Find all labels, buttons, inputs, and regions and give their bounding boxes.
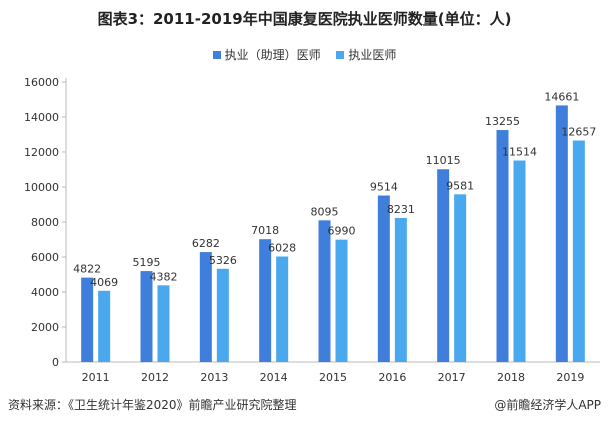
bar-series2-2019 <box>572 140 585 362</box>
bar-series1-2017 <box>437 169 450 362</box>
x-tick-label: 2016 <box>378 371 406 384</box>
y-tick-label: 0 <box>52 356 59 369</box>
y-tick-label: 2000 <box>31 321 59 334</box>
x-tick-label: 2013 <box>200 371 228 384</box>
bar-series2-2012 <box>157 285 170 362</box>
data-label-series1-2011: 4822 <box>73 263 101 276</box>
data-label-series2-2016: 8231 <box>387 203 415 216</box>
bar-series2-2014 <box>276 256 289 362</box>
data-label-series1-2019: 14661 <box>544 90 579 103</box>
y-tick-label: 12000 <box>24 146 59 159</box>
x-tick-label: 2019 <box>556 371 584 384</box>
data-label-series2-2015: 6990 <box>328 225 356 238</box>
data-label-series1-2016: 9514 <box>370 181 398 194</box>
bar-series1-2012 <box>140 271 153 362</box>
bar-series1-2019 <box>555 105 568 363</box>
data-label-series2-2011: 4069 <box>90 276 118 289</box>
data-label-series2-2017: 9581 <box>446 179 474 192</box>
legend-label-series1: 执业（助理）医师 <box>224 48 321 62</box>
y-tick-label: 4000 <box>31 286 59 299</box>
x-tick-label: 2011 <box>82 371 110 384</box>
bar-series1-2014 <box>259 239 272 362</box>
bar-series1-2015 <box>318 220 331 362</box>
bar-series1-2013 <box>199 252 212 362</box>
chart-title: 图表3：2011-2019年中国康复医院执业医师数量(单位：人) <box>97 10 512 28</box>
bar-series1-2016 <box>377 195 390 362</box>
data-label-series1-2014: 7018 <box>251 224 279 237</box>
bar-series2-2015 <box>335 239 348 362</box>
x-tick-label: 2014 <box>260 371 288 384</box>
bar-series1-2011 <box>81 277 94 362</box>
data-label-series2-2014: 6028 <box>268 242 296 255</box>
legend-swatch-series2 <box>336 50 345 59</box>
legend-item-series1: 执业（助理）医师 <box>212 46 321 63</box>
y-tick-label: 16000 <box>24 76 59 89</box>
data-label-series1-2018: 13255 <box>485 115 520 128</box>
y-tick-label: 8000 <box>31 216 59 229</box>
bar-series2-2011 <box>98 290 111 362</box>
bar-series2-2016 <box>394 217 407 362</box>
source-note: 资料来源：《卫生统计年鉴2020》前瞻产业研究院整理 <box>8 398 297 412</box>
data-label-series1-2012: 5195 <box>133 256 161 269</box>
data-label-series2-2018: 11514 <box>502 146 537 159</box>
bar-series2-2018 <box>513 160 526 362</box>
x-tick-label: 2017 <box>438 371 466 384</box>
y-tick-label: 14000 <box>24 111 59 124</box>
bar-series2-2013 <box>216 268 229 362</box>
legend-label-series2: 执业医师 <box>348 48 397 62</box>
legend: 执业（助理）医师 执业医师 <box>0 46 609 63</box>
brand-credit: @前瞻经济学人APP <box>494 398 601 412</box>
x-tick-label: 2012 <box>141 371 169 384</box>
data-label-series1-2015: 8095 <box>311 205 339 218</box>
legend-swatch-series1 <box>212 50 221 59</box>
data-label-series2-2019: 12657 <box>561 126 596 139</box>
data-label-series2-2012: 4382 <box>150 270 178 283</box>
bar-series1-2018 <box>496 130 509 362</box>
y-tick-label: 6000 <box>31 251 59 264</box>
bar-series2-2017 <box>454 194 467 362</box>
y-tick-label: 10000 <box>24 181 59 194</box>
data-label-series1-2017: 11015 <box>426 154 461 167</box>
x-tick-label: 2015 <box>319 371 347 384</box>
legend-item-series2: 执业医师 <box>336 46 396 63</box>
x-tick-label: 2018 <box>497 371 525 384</box>
data-label-series1-2013: 6282 <box>192 237 220 250</box>
data-label-series2-2013: 5326 <box>209 254 237 267</box>
